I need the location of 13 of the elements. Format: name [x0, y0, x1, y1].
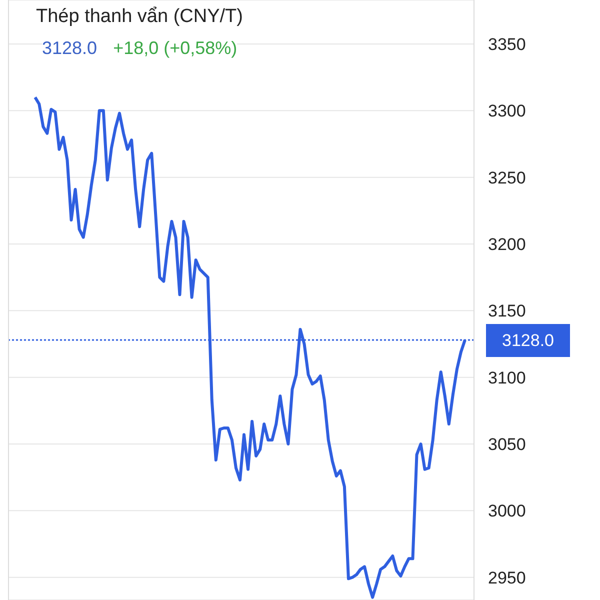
y-tick-label: 3050 [488, 435, 526, 454]
y-tick-label: 3150 [488, 302, 526, 321]
y-tick-label: 3200 [488, 235, 526, 254]
y-tick-label: 3000 [488, 502, 526, 521]
annotation: +18,0 (+0,58%) [113, 38, 238, 59]
y-tick-label: 2950 [488, 568, 526, 588]
y-tick-label: 3350 [488, 35, 526, 54]
ref-line-label: 3128.0 [502, 331, 554, 350]
chart-title: Thép thanh vẩn (CNY/T) [36, 6, 243, 28]
text: 3128.0 [42, 38, 98, 59]
y-tick-label: 3250 [488, 168, 526, 188]
y-tick-label: 3300 [488, 102, 526, 121]
y-tick-label: 3100 [488, 368, 526, 388]
